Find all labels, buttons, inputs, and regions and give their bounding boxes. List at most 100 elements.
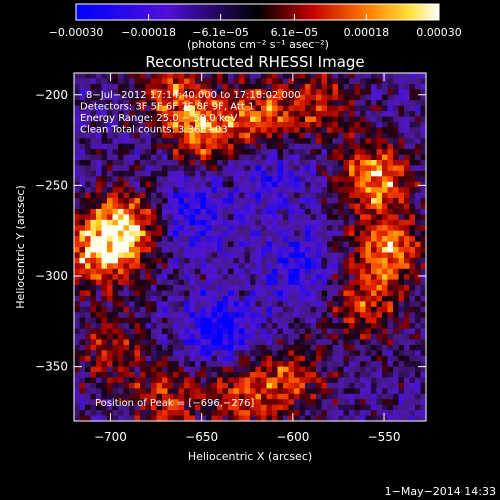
heatmap-cell [244, 105, 251, 112]
heatmap-cell [85, 116, 91, 123]
heatmap-cell [162, 94, 168, 101]
heatmap-cell [332, 154, 339, 161]
heatmap-cell [222, 295, 229, 302]
heatmap-cell [376, 328, 383, 335]
heatmap-cell [288, 410, 295, 416]
heatmap-cell [376, 247, 383, 253]
heatmap-cell [107, 377, 113, 384]
heatmap-cell [393, 225, 399, 232]
heatmap-cell [393, 78, 399, 85]
heatmap-cell [228, 198, 234, 204]
heatmap-cell [288, 252, 295, 259]
heatmap-cell [299, 214, 306, 221]
heatmap-cell [211, 372, 218, 378]
heatmap-cell [393, 388, 399, 395]
heatmap-cell [85, 225, 91, 232]
heatmap-cell [343, 263, 350, 270]
heatmap-cell [255, 127, 262, 134]
heatmap-cell [140, 350, 146, 357]
heatmap-cell [327, 181, 333, 188]
heatmap-cell [228, 116, 234, 123]
heatmap-cell [404, 317, 410, 324]
heatmap-cell [211, 160, 218, 166]
heatmap-cell [371, 73, 377, 79]
heatmap-cell [316, 105, 322, 112]
heatmap-cell [360, 323, 366, 329]
heatmap-cell [167, 334, 174, 340]
heatmap-cell [200, 121, 207, 128]
heatmap-cell [404, 301, 410, 308]
heatmap-cell [261, 165, 267, 172]
heatmap-cell [118, 241, 124, 248]
heatmap-cell [420, 252, 427, 259]
heatmap-cell [101, 388, 108, 395]
heatmap-cell [85, 268, 91, 275]
heatmap-cell [310, 208, 317, 215]
heatmap-cell [79, 121, 86, 128]
heatmap-cell [112, 377, 119, 384]
heatmap-cell [393, 295, 399, 302]
heatmap-cell [244, 306, 251, 313]
heatmap-cell [140, 312, 146, 319]
heatmap-cell [96, 165, 102, 172]
heatmap-cell [266, 415, 273, 422]
heatmap-cell [123, 247, 130, 253]
heatmap-cell [101, 361, 108, 368]
heatmap-cell [343, 116, 350, 123]
heatmap-cell [415, 198, 421, 204]
heatmap-cell [233, 388, 240, 395]
heatmap-cell [151, 236, 157, 242]
heatmap-cell [266, 116, 273, 123]
heatmap-cell [261, 410, 267, 416]
heatmap-cell [167, 89, 174, 96]
heatmap-cell [349, 83, 355, 90]
heatmap-cell [420, 94, 427, 101]
heatmap-cell [261, 382, 267, 389]
heatmap-cell [151, 247, 157, 253]
heatmap-cell [206, 393, 212, 400]
heatmap-cell [387, 127, 394, 134]
heatmap-cell [398, 105, 405, 112]
heatmap-cell [305, 350, 311, 357]
heatmap-cell [184, 274, 190, 281]
heatmap-cell [107, 105, 113, 112]
heatmap-cell [178, 160, 185, 166]
heatmap-cell [123, 355, 130, 362]
heatmap-cell [393, 290, 399, 297]
heatmap-cell [294, 100, 300, 107]
heatmap-cell [79, 279, 86, 286]
heatmap-cell [211, 154, 218, 161]
heatmap-cell [145, 306, 152, 313]
heatmap-cell [272, 257, 278, 264]
heatmap-cell [107, 225, 113, 232]
heatmap-cell [261, 361, 267, 368]
heatmap-cell [96, 377, 102, 384]
heatmap-cell [294, 241, 300, 248]
heatmap-cell [404, 230, 410, 237]
heatmap-cell [305, 160, 311, 166]
heatmap-cell [228, 138, 234, 145]
heatmap-cell [310, 344, 317, 351]
heatmap-cell [338, 404, 344, 411]
heatmap-cell [294, 334, 300, 340]
heatmap-cell [222, 252, 229, 259]
heatmap-cell [393, 94, 399, 101]
heatmap-cell [283, 312, 289, 319]
heatmap-cell [145, 279, 152, 286]
heatmap-cell [255, 176, 262, 183]
heatmap-cell [387, 328, 394, 335]
heatmap-cell [310, 301, 317, 308]
heatmap-cell [151, 290, 157, 297]
heatmap-cell [294, 295, 300, 302]
heatmap-cell [79, 257, 86, 264]
heatmap-cell [189, 138, 196, 145]
heatmap-cell [195, 165, 201, 172]
heatmap-cell [244, 350, 251, 357]
heatmap-cell [255, 388, 262, 395]
heatmap-cell [316, 138, 322, 145]
heatmap-cell [96, 127, 102, 134]
heatmap-cell [294, 165, 300, 172]
heatmap-cell [365, 203, 372, 210]
heatmap-cell [156, 350, 163, 357]
heatmap-cell [299, 361, 306, 368]
